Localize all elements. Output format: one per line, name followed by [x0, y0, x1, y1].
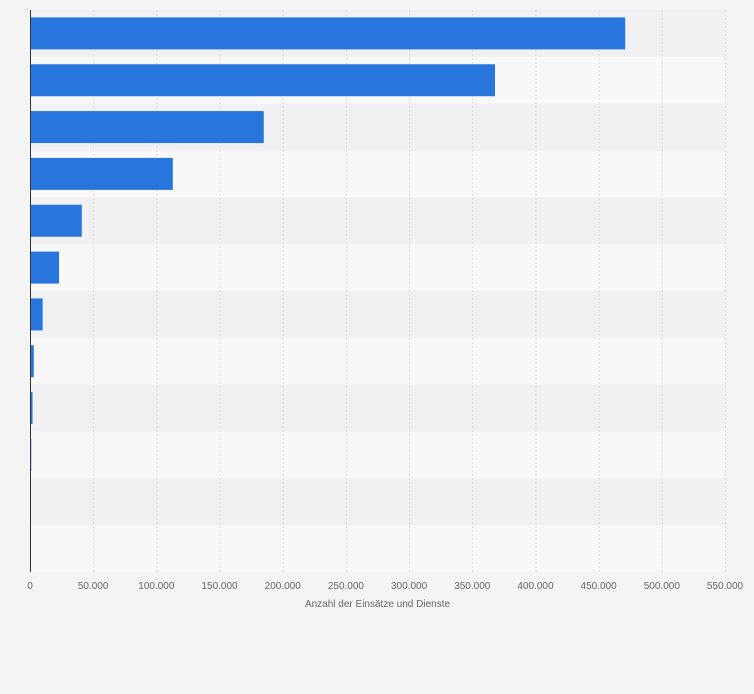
- x-tick-label: 300.000: [391, 581, 428, 592]
- row-bands: [30, 10, 725, 572]
- bar: [30, 17, 626, 50]
- bar: [30, 204, 82, 237]
- x-tick-label: 350.000: [454, 581, 491, 592]
- bar: [30, 392, 33, 425]
- row-band: [30, 431, 725, 479]
- x-tick-label: 150.000: [201, 581, 238, 592]
- row-band: [30, 478, 725, 526]
- bar: [30, 345, 34, 378]
- x-tick-label: 100.000: [138, 581, 175, 592]
- row-band: [30, 337, 725, 385]
- x-tick-label: 200.000: [265, 581, 302, 592]
- bar: [30, 251, 60, 284]
- x-tick-label: 400.000: [517, 581, 554, 592]
- x-tick-label: 500.000: [644, 581, 681, 592]
- gridlines: [93, 10, 726, 572]
- bar: [30, 298, 43, 331]
- x-tick-label: 250.000: [328, 581, 365, 592]
- x-tick-label: 550.000: [707, 581, 744, 592]
- row-band: [30, 197, 725, 245]
- bars: [30, 17, 626, 471]
- row-band: [30, 525, 725, 572]
- x-tick-label: 450.000: [581, 581, 618, 592]
- row-band: [30, 384, 725, 432]
- row-band: [30, 244, 725, 291]
- bar: [30, 64, 496, 97]
- bar: [30, 111, 264, 144]
- row-band: [30, 291, 725, 338]
- x-tick-label: 0: [27, 581, 33, 592]
- bar: [30, 157, 173, 190]
- x-tick-label: 50.000: [78, 581, 109, 592]
- x-tick-labels: 0 50.000 100.000 150.000 200.000 250.000 300.0…: [27, 581, 743, 592]
- x-axis-label: Anzahl der Einsätze und Dienste: [305, 599, 451, 610]
